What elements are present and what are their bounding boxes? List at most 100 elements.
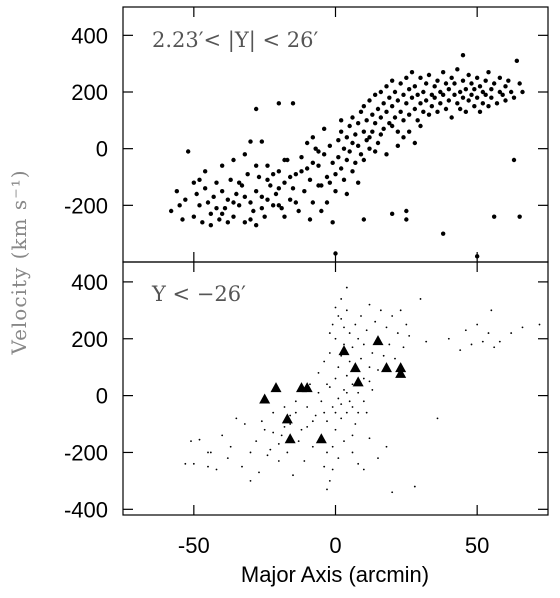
data-point-small xyxy=(365,411,368,414)
data-point xyxy=(401,92,406,98)
data-point-small xyxy=(277,443,280,445)
bottom-triangle-points xyxy=(259,335,407,444)
data-point xyxy=(262,214,267,219)
data-point xyxy=(375,140,381,146)
data-point-small xyxy=(326,420,328,423)
data-point xyxy=(347,149,352,154)
data-point-small xyxy=(340,403,343,406)
data-point xyxy=(511,95,517,100)
data-point-triangle xyxy=(338,345,350,356)
data-point xyxy=(415,118,420,123)
data-point xyxy=(421,109,426,115)
data-point-small xyxy=(379,309,382,312)
data-point xyxy=(412,84,418,89)
data-point xyxy=(282,214,287,219)
bot-ytick-label: -400 xyxy=(64,497,108,522)
data-point xyxy=(251,208,256,214)
data-point xyxy=(330,160,335,166)
data-point xyxy=(415,92,420,98)
data-point xyxy=(299,154,304,160)
data-point-small xyxy=(362,377,365,380)
data-point xyxy=(225,197,231,202)
data-point-small xyxy=(351,434,354,437)
data-point-small xyxy=(331,445,334,448)
data-point xyxy=(474,95,480,100)
data-point xyxy=(500,92,505,98)
data-point-small xyxy=(303,460,306,462)
data-point xyxy=(180,217,185,222)
data-point-small xyxy=(377,369,379,371)
data-point xyxy=(432,84,437,89)
data-point-triangle xyxy=(281,413,293,424)
data-point-small xyxy=(190,440,192,442)
data-point xyxy=(217,217,222,222)
data-point xyxy=(364,137,369,143)
data-point-small xyxy=(365,329,368,332)
data-point xyxy=(489,95,494,100)
data-point xyxy=(446,98,452,103)
data-point xyxy=(378,89,384,95)
top-panel-annotation: 2.23′< |Y| < 26′ xyxy=(152,28,318,53)
data-point-small xyxy=(326,383,328,386)
data-point xyxy=(316,149,321,154)
data-point-small xyxy=(360,357,362,360)
data-point xyxy=(214,205,219,211)
data-point-small xyxy=(388,343,391,346)
data-point xyxy=(440,231,446,236)
data-point-small xyxy=(317,371,320,374)
data-point xyxy=(466,98,471,103)
data-point-small xyxy=(354,323,357,326)
data-point xyxy=(344,191,350,197)
data-point xyxy=(406,129,412,134)
data-point-small xyxy=(306,425,309,428)
data-point-triangle xyxy=(395,362,407,373)
data-point xyxy=(358,152,364,157)
data-point xyxy=(474,254,480,259)
x-tick-label: -50 xyxy=(178,533,210,558)
data-point-small xyxy=(374,320,377,323)
data-point-triangle xyxy=(301,382,313,393)
data-point xyxy=(355,120,361,126)
data-point xyxy=(472,86,477,92)
data-point xyxy=(457,106,463,112)
data-point xyxy=(353,132,358,137)
data-point xyxy=(497,75,503,81)
data-point xyxy=(378,115,384,120)
data-point xyxy=(435,78,440,83)
data-point xyxy=(228,177,233,183)
data-point-small xyxy=(408,335,411,337)
data-point xyxy=(361,129,367,134)
data-point xyxy=(457,89,463,95)
data-point-small xyxy=(269,448,272,451)
data-point xyxy=(511,157,517,163)
data-point-small xyxy=(371,352,374,354)
data-point xyxy=(409,69,415,75)
data-point xyxy=(395,98,401,103)
data-point-small xyxy=(464,329,467,332)
top-y-axis: -200 0 200 400 xyxy=(64,23,548,218)
data-point-small xyxy=(343,389,345,391)
data-point xyxy=(310,160,316,166)
data-point-small xyxy=(331,406,334,408)
data-point-small xyxy=(357,462,360,465)
data-point-small xyxy=(368,437,371,440)
data-point xyxy=(231,200,236,205)
data-point xyxy=(265,177,270,183)
data-point xyxy=(355,180,361,185)
data-point-small xyxy=(243,423,246,425)
data-point-small xyxy=(351,346,354,349)
data-point-small xyxy=(362,400,365,403)
data-point-small xyxy=(340,417,343,420)
data-point xyxy=(469,81,474,86)
data-point-small xyxy=(345,309,348,312)
data-point xyxy=(287,174,293,180)
data-point-triangle xyxy=(352,376,364,387)
data-point-small xyxy=(419,298,422,300)
data-point-small xyxy=(394,357,396,360)
data-point-small xyxy=(385,445,388,448)
data-point xyxy=(469,92,474,98)
data-point xyxy=(398,81,403,86)
data-point-small xyxy=(337,366,340,369)
data-point xyxy=(242,152,248,157)
